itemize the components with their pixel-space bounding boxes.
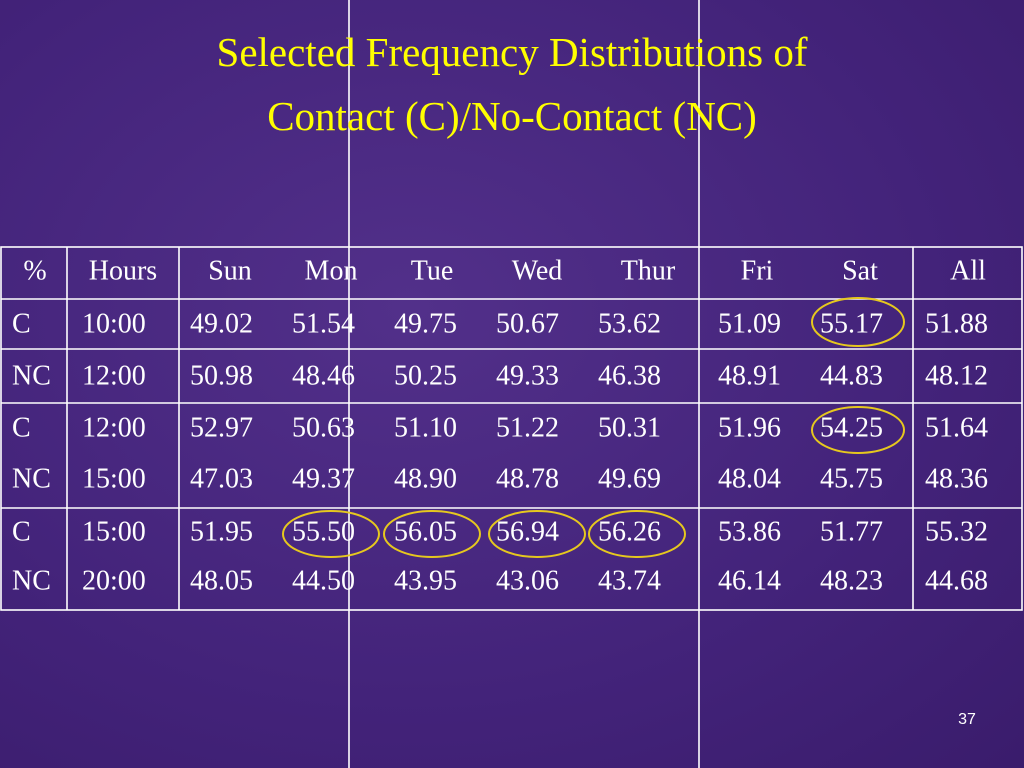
title-line: Selected Frequency Distributions of bbox=[217, 29, 808, 75]
column-header: % bbox=[23, 255, 46, 286]
highlight-ring bbox=[811, 406, 905, 454]
table-cell: 46.38 bbox=[598, 360, 661, 391]
table-cell: 50.98 bbox=[190, 360, 253, 391]
table-cell: 43.95 bbox=[394, 565, 457, 596]
highlight-ring bbox=[588, 510, 686, 558]
table-cell: 46.14 bbox=[718, 565, 781, 596]
table-cell: 50.67 bbox=[496, 308, 559, 339]
table-cell: 53.86 bbox=[718, 516, 781, 547]
table-cell: 44.83 bbox=[820, 360, 883, 391]
table-cell: 43.74 bbox=[598, 565, 661, 596]
column-header: Hours bbox=[89, 255, 157, 286]
column-header: Mon bbox=[305, 255, 358, 286]
table-cell: 55.17 bbox=[820, 308, 883, 339]
table-cell: 51.96 bbox=[718, 412, 781, 443]
table-cell: 10:00 bbox=[82, 308, 146, 339]
table-border bbox=[0, 246, 1023, 611]
table-cell: 51.64 bbox=[925, 412, 988, 443]
table-cell: 20:00 bbox=[82, 565, 146, 596]
table-cell: 51.88 bbox=[925, 308, 988, 339]
table-cell: 12:00 bbox=[82, 360, 146, 391]
table-cell: 48.36 bbox=[925, 463, 988, 494]
table-cell: 52.97 bbox=[190, 412, 253, 443]
table-cell: 49.69 bbox=[598, 463, 661, 494]
table-cell: 55.32 bbox=[925, 516, 988, 547]
table-cell: 51.77 bbox=[820, 516, 883, 547]
highlight-ring bbox=[488, 510, 586, 558]
table-cell: 56.26 bbox=[598, 516, 661, 547]
table-cell: 44.68 bbox=[925, 565, 988, 596]
column-header: Fri bbox=[741, 255, 774, 286]
table-cell: 50.25 bbox=[394, 360, 457, 391]
table-cell: 51.95 bbox=[190, 516, 253, 547]
highlight-ring bbox=[282, 510, 380, 558]
table-cell: 48.78 bbox=[496, 463, 559, 494]
column-header: Sun bbox=[208, 255, 252, 286]
table-cell: NC bbox=[12, 463, 51, 494]
table-cell: 51.09 bbox=[718, 308, 781, 339]
table-cell: 12:00 bbox=[82, 412, 146, 443]
table-cell: 55.50 bbox=[292, 516, 355, 547]
column-header: All bbox=[950, 255, 986, 286]
column-header: Wed bbox=[512, 255, 563, 286]
table-cell: 48.04 bbox=[718, 463, 781, 494]
page-number: 37 bbox=[958, 711, 976, 728]
table-cell: 51.10 bbox=[394, 412, 457, 443]
table-cell: 48.23 bbox=[820, 565, 883, 596]
table-cell: 48.90 bbox=[394, 463, 457, 494]
table-cell: 48.46 bbox=[292, 360, 355, 391]
column-header: Sat bbox=[842, 255, 878, 286]
table-cell: 48.12 bbox=[925, 360, 988, 391]
highlight-ring bbox=[811, 297, 905, 347]
table-cell: C bbox=[12, 516, 31, 547]
table-cell: 56.94 bbox=[496, 516, 559, 547]
table-cell: 48.91 bbox=[718, 360, 781, 391]
highlight-ring bbox=[383, 510, 481, 558]
table-cell: 15:00 bbox=[82, 463, 146, 494]
table-cell: 49.33 bbox=[496, 360, 559, 391]
column-header: Thur bbox=[621, 255, 676, 286]
table-cell: 50.63 bbox=[292, 412, 355, 443]
table-cell: 44.50 bbox=[292, 565, 355, 596]
table-cell: C bbox=[12, 412, 31, 443]
table-cell: 49.02 bbox=[190, 308, 253, 339]
table-cell: 48.05 bbox=[190, 565, 253, 596]
table-cell: 51.22 bbox=[496, 412, 559, 443]
table-cell: NC bbox=[12, 360, 51, 391]
table-cell: 45.75 bbox=[820, 463, 883, 494]
column-header: Tue bbox=[411, 255, 454, 286]
table-cell: 47.03 bbox=[190, 463, 253, 494]
table-cell: 15:00 bbox=[82, 516, 146, 547]
table-cell: 49.75 bbox=[394, 308, 457, 339]
table-cell: 54.25 bbox=[820, 412, 883, 443]
table-cell: 53.62 bbox=[598, 308, 661, 339]
table-cell: 51.54 bbox=[292, 308, 355, 339]
table-cell: 49.37 bbox=[292, 463, 355, 494]
title-line: Contact (C)/No-Contact (NC) bbox=[267, 93, 757, 139]
table-cell: NC bbox=[12, 565, 51, 596]
table-cell: 56.05 bbox=[394, 516, 457, 547]
table-cell: 50.31 bbox=[598, 412, 661, 443]
table-cell: C bbox=[12, 308, 31, 339]
table-cell: 43.06 bbox=[496, 565, 559, 596]
